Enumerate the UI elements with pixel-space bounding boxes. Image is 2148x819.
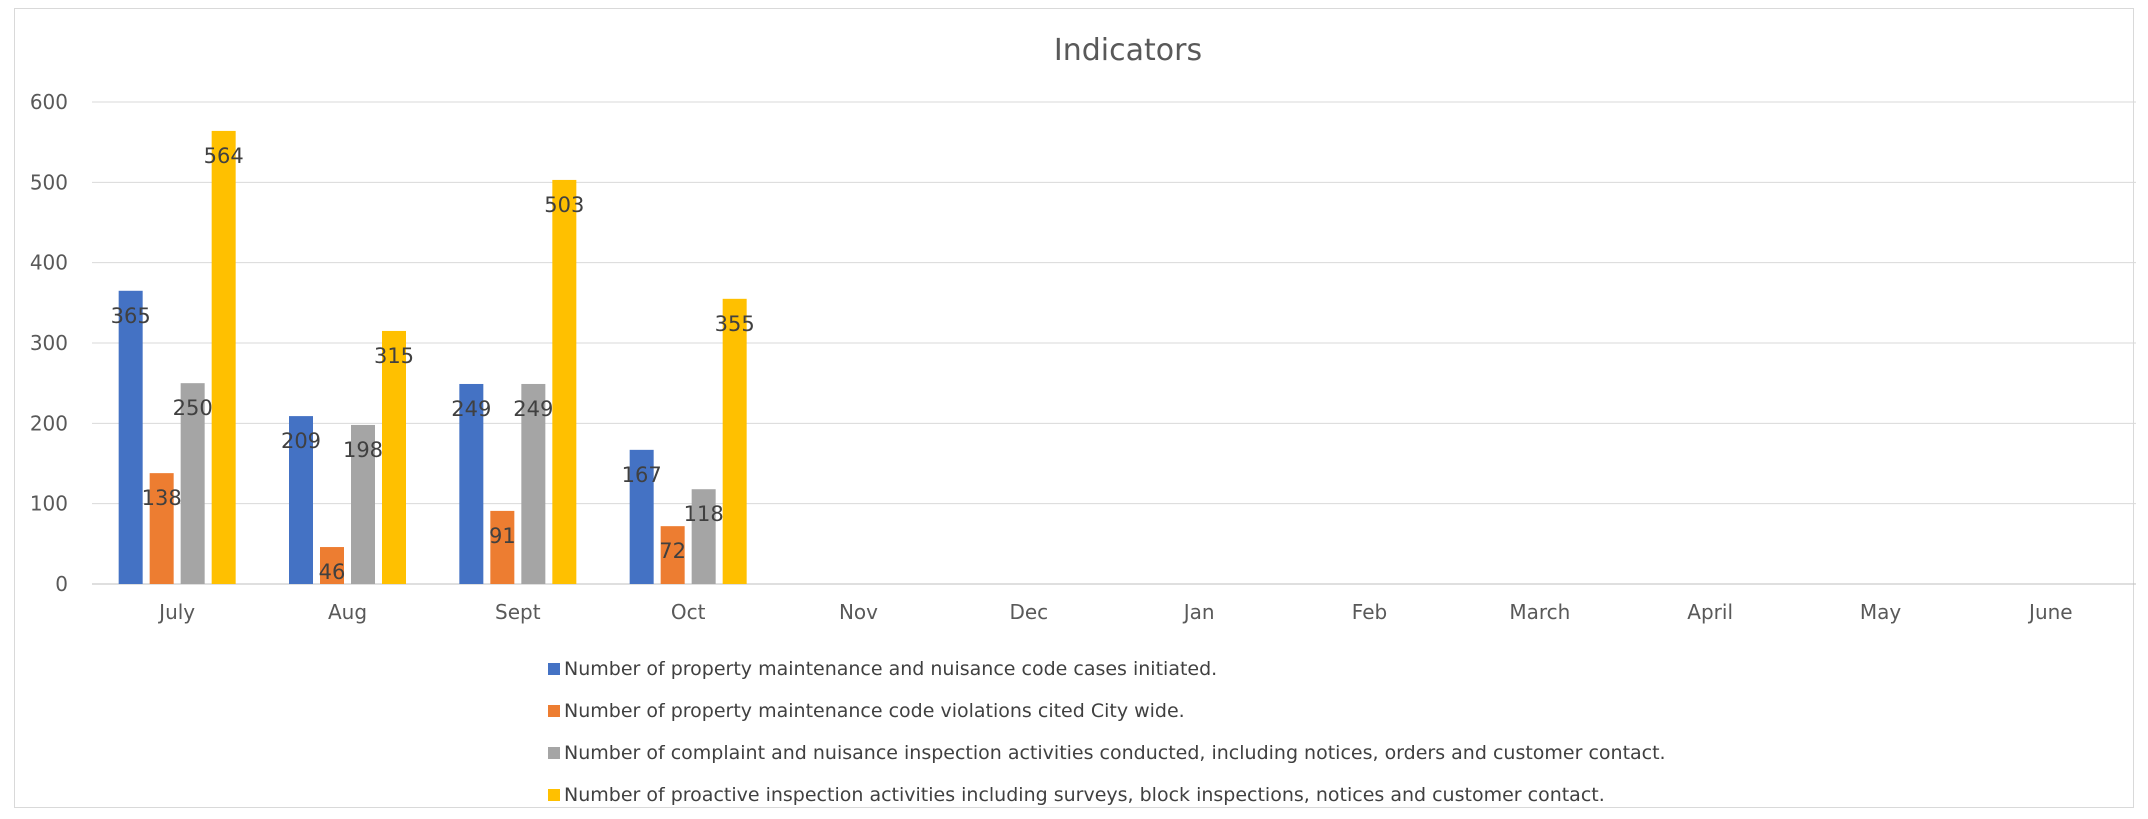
data-label: 198 — [343, 438, 383, 462]
x-tick-label: Sept — [495, 600, 541, 624]
data-label: 250 — [173, 396, 213, 420]
bar — [320, 547, 344, 584]
legend-label: Number of proactive inspection activitie… — [564, 784, 1605, 806]
bar — [351, 424, 375, 584]
y-tick-label: 500 — [30, 170, 68, 194]
x-axis-ticks: July Aug Sept Oct Nov Dec Jan Feb March April May J… — [157, 600, 2072, 624]
x-tick-label: May — [1860, 600, 1902, 624]
data-label: 365 — [111, 304, 151, 328]
bar — [722, 298, 747, 584]
legend-item: Number of complaint and nuisance inspect… — [548, 732, 1666, 774]
data-label: 118 — [684, 502, 724, 526]
x-tick-label: Jan — [1182, 600, 1215, 624]
gridlines — [92, 101, 2136, 585]
bar — [490, 510, 515, 584]
bar — [289, 416, 313, 584]
legend: Number of property maintenance and nuisa… — [548, 648, 1666, 816]
legend-item: Number of property maintenance and nuisa… — [548, 648, 1666, 690]
bar — [118, 290, 143, 584]
legend-swatch — [548, 747, 560, 759]
bar — [459, 383, 484, 584]
y-axis-ticks: 0 100 200 300 400 500 600 — [30, 90, 68, 596]
x-tick-label: Aug — [328, 600, 367, 624]
x-tick-label: March — [1509, 600, 1570, 624]
chart-title: Indicators — [1054, 33, 1202, 68]
data-label: 138 — [142, 486, 182, 510]
legend-label: Number of property maintenance and nuisa… — [564, 658, 1218, 680]
bar — [660, 526, 685, 584]
bar — [149, 473, 174, 584]
legend-swatch — [548, 789, 560, 801]
y-tick-label: 300 — [30, 331, 68, 355]
x-tick-label: July — [157, 600, 195, 624]
x-tick-label: Oct — [671, 600, 706, 624]
legend-swatch — [548, 663, 560, 675]
data-label: 315 — [374, 344, 414, 368]
y-tick-label: 100 — [30, 492, 68, 516]
bar — [211, 130, 236, 585]
x-tick-label: June — [2027, 600, 2073, 624]
data-label: 249 — [451, 397, 491, 421]
bar — [521, 383, 546, 584]
bars — [118, 130, 747, 585]
y-tick-label: 400 — [30, 251, 68, 275]
x-tick-label: Feb — [1352, 600, 1387, 624]
y-tick-label: 0 — [55, 572, 68, 596]
data-label: 503 — [544, 193, 584, 217]
legend-label: Number of complaint and nuisance inspect… — [564, 742, 1666, 764]
data-label: 46 — [319, 560, 346, 584]
data-label: 72 — [659, 539, 686, 563]
bar — [629, 449, 654, 584]
x-tick-label: Nov — [839, 600, 878, 624]
legend-label: Number of property maintenance code viol… — [564, 700, 1185, 722]
data-label: 564 — [204, 144, 244, 168]
bar — [691, 489, 716, 584]
x-tick-label: April — [1687, 600, 1733, 624]
legend-item: Number of property maintenance code viol… — [548, 690, 1666, 732]
bar — [180, 383, 205, 584]
y-tick-label: 600 — [30, 90, 68, 114]
legend-swatch — [548, 705, 560, 717]
data-label: 249 — [513, 397, 553, 421]
data-label: 355 — [715, 312, 755, 336]
y-tick-label: 200 — [30, 411, 68, 435]
data-label: 209 — [281, 429, 321, 453]
data-labels: 365 209 249 167 138 46 91 72 250 198 249 118 564 315 5… — [111, 144, 755, 584]
legend-item: Number of proactive inspection activitie… — [548, 774, 1666, 816]
bar — [382, 330, 406, 584]
bar — [552, 179, 577, 584]
data-label: 91 — [489, 524, 516, 548]
chart-frame — [14, 8, 2134, 808]
data-label: 167 — [622, 463, 662, 487]
x-tick-label: Dec — [1009, 600, 1048, 624]
